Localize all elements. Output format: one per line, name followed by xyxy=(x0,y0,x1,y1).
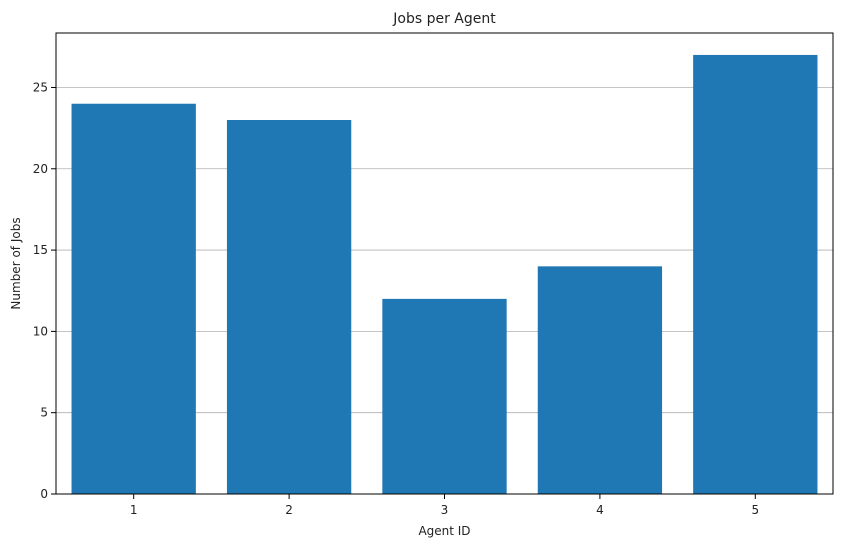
x-tick-label: 3 xyxy=(441,503,449,517)
y-tick-label: 20 xyxy=(33,162,48,176)
x-axis-label: Agent ID xyxy=(418,524,470,538)
x-tick-label: 4 xyxy=(596,503,604,517)
bars xyxy=(71,54,818,495)
bar-agent-5 xyxy=(693,54,818,494)
x-tick-label: 5 xyxy=(751,503,759,517)
chart-title: Jobs per Agent xyxy=(392,11,496,27)
y-axis-label: Number of Jobs xyxy=(9,217,23,309)
y-tick-label: 25 xyxy=(33,80,48,94)
bar-agent-4 xyxy=(537,266,663,494)
bar-agent-2 xyxy=(226,119,352,495)
y-tick-label: 0 xyxy=(40,487,48,501)
x-tick-label: 2 xyxy=(285,503,293,517)
bar-agent-1 xyxy=(71,103,196,495)
x-axis-ticks: 1 2 3 4 5 xyxy=(130,494,759,517)
y-tick-label: 15 xyxy=(33,243,48,257)
y-axis-ticks: 0 5 10 15 20 25 xyxy=(33,80,56,501)
y-tick-label: 10 xyxy=(33,324,48,338)
x-tick-label: 1 xyxy=(130,503,138,517)
bar-agent-3 xyxy=(382,298,507,494)
y-tick-label: 5 xyxy=(40,406,48,420)
